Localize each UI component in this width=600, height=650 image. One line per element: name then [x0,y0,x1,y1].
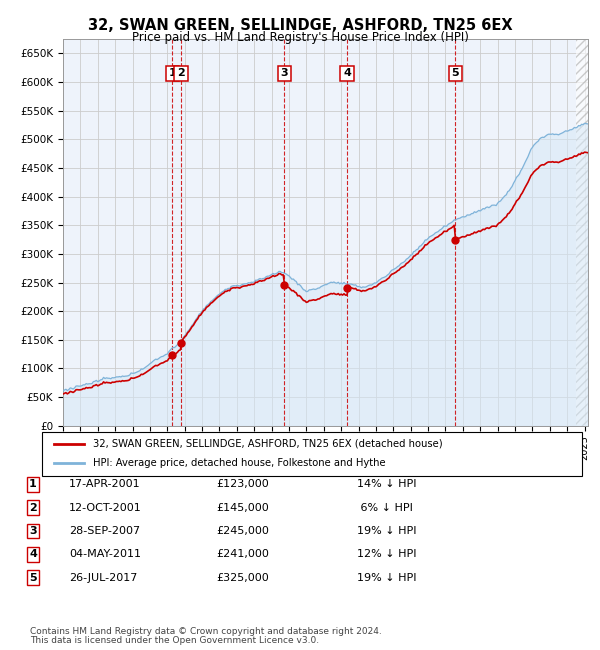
Text: Contains HM Land Registry data © Crown copyright and database right 2024.: Contains HM Land Registry data © Crown c… [30,627,382,636]
Text: 5: 5 [451,68,459,79]
Text: 12-OCT-2001: 12-OCT-2001 [69,502,142,513]
Text: 4: 4 [29,549,37,560]
Text: 2: 2 [29,502,37,513]
Text: £325,000: £325,000 [216,573,269,583]
Text: £145,000: £145,000 [216,502,269,513]
Text: 12% ↓ HPI: 12% ↓ HPI [357,549,416,560]
Text: £245,000: £245,000 [216,526,269,536]
Text: This data is licensed under the Open Government Licence v3.0.: This data is licensed under the Open Gov… [30,636,319,645]
Text: 3: 3 [281,68,288,79]
Text: 19% ↓ HPI: 19% ↓ HPI [357,573,416,583]
Text: 19% ↓ HPI: 19% ↓ HPI [357,526,416,536]
Text: 6% ↓ HPI: 6% ↓ HPI [357,502,413,513]
Text: Price paid vs. HM Land Registry's House Price Index (HPI): Price paid vs. HM Land Registry's House … [131,31,469,44]
Text: 04-MAY-2011: 04-MAY-2011 [69,549,141,560]
Text: 32, SWAN GREEN, SELLINDGE, ASHFORD, TN25 6EX: 32, SWAN GREEN, SELLINDGE, ASHFORD, TN25… [88,18,512,33]
Text: 1: 1 [29,479,37,489]
Text: 28-SEP-2007: 28-SEP-2007 [69,526,140,536]
Text: 4: 4 [343,68,351,79]
Text: £241,000: £241,000 [216,549,269,560]
Text: £123,000: £123,000 [216,479,269,489]
Text: 3: 3 [29,526,37,536]
Text: 17-APR-2001: 17-APR-2001 [69,479,140,489]
Text: 14% ↓ HPI: 14% ↓ HPI [357,479,416,489]
Text: 26-JUL-2017: 26-JUL-2017 [69,573,137,583]
Text: 5: 5 [29,573,37,583]
Text: HPI: Average price, detached house, Folkestone and Hythe: HPI: Average price, detached house, Folk… [93,458,386,469]
Text: 1: 1 [169,68,176,79]
Text: 32, SWAN GREEN, SELLINDGE, ASHFORD, TN25 6EX (detached house): 32, SWAN GREEN, SELLINDGE, ASHFORD, TN25… [93,439,443,449]
Text: 2: 2 [177,68,185,79]
